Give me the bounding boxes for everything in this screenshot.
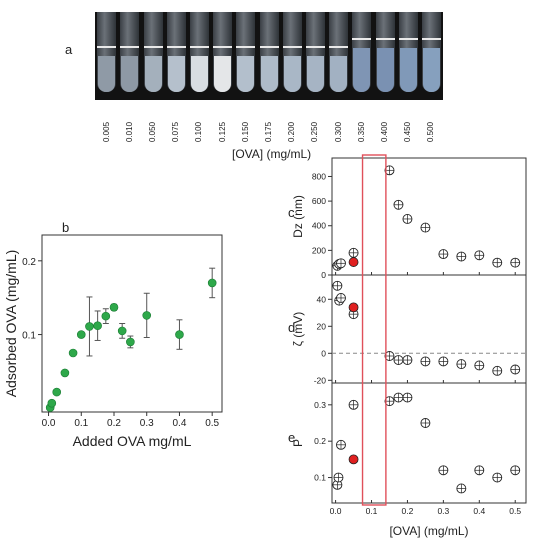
test-tube [375, 12, 395, 100]
data-point-b [85, 322, 94, 331]
x-tick-label-b: 0.0 [42, 418, 56, 429]
data-point-b [76, 330, 86, 339]
test-tube [189, 12, 209, 100]
data-point-b [142, 311, 152, 320]
y-tick-label-b: 0.1 [22, 331, 36, 342]
x-tick-label-e: 0.2 [402, 506, 414, 516]
highlight-point-d [348, 302, 359, 313]
x-tick-label-b: 0.3 [140, 418, 154, 429]
x-tick-label-e: 0.5 [509, 506, 521, 516]
concentration-label: 0.250 [310, 121, 320, 142]
test-tube [421, 12, 441, 100]
highlight-box [361, 154, 387, 506]
data-point-b [175, 330, 184, 339]
concentration-label: 0.350 [356, 121, 366, 142]
x-tick-label-e: 0.1 [366, 506, 378, 516]
panel-label-c: c [288, 205, 295, 220]
y-tick-label-c: 0 [321, 270, 326, 280]
chart-cde: 0 200 400 600 800 Dz (nm) -20 0 20 40 ζ (mV) 0.1 0.2… [291, 154, 527, 538]
tube-photo [95, 12, 443, 100]
panel-label-b: b [62, 220, 70, 235]
data-point-b [60, 368, 70, 378]
y-tick-label-e: 0.2 [314, 436, 326, 446]
highlight-point-c [348, 257, 359, 267]
y-tick-label-e: 0.3 [314, 400, 326, 410]
concentration-label: 0.450 [403, 121, 413, 142]
data-point-b [68, 348, 78, 358]
x-axis-label-e: [OVA] (mg/mL) [389, 524, 468, 538]
concentration-label: 0.175 [264, 121, 273, 142]
concentration-label: 0.010 [124, 121, 134, 142]
concentration-label: 0.400 [380, 121, 389, 142]
y-tick-label-d: 20 [317, 321, 327, 331]
concentration-label: 0.005 [101, 121, 111, 142]
x-axis-label-b: Added OVA mg/mL [73, 433, 192, 449]
y-tick-label-c: 400 [312, 221, 326, 231]
plot-frame-b [41, 234, 223, 413]
concentration-label: 0.125 [217, 121, 227, 142]
test-tube [236, 12, 256, 100]
data-point-b [117, 326, 127, 336]
plot-frame-e [331, 382, 527, 504]
photo-axis-label: [OVA] (mg/mL) [232, 147, 312, 161]
y-tick-label-e: 0.1 [314, 473, 326, 483]
concentration-label: 0.100 [194, 121, 204, 142]
data-point-b [93, 321, 102, 331]
panel-label-d: d [288, 320, 296, 335]
test-tube [259, 12, 279, 100]
y-tick-label-d: -20 [314, 375, 327, 385]
test-tube [166, 12, 186, 100]
x-tick-label-b: 0.2 [107, 418, 121, 429]
concentration-label: 0.200 [287, 121, 297, 142]
concentration-label: 0.150 [240, 121, 250, 142]
test-tube [97, 12, 117, 100]
y-tick-label-c: 200 [312, 245, 326, 255]
test-tube [120, 12, 140, 100]
concentration-label: 0.050 [148, 121, 157, 142]
x-tick-label-b: 0.1 [74, 418, 88, 429]
data-point-b [101, 311, 111, 321]
x-tick-label-e: 0.4 [473, 506, 485, 516]
test-tube [282, 12, 302, 100]
y-tick-label-c: 600 [312, 196, 326, 206]
y-tick-label-d: 40 [317, 294, 327, 304]
data-point-b [126, 337, 135, 347]
y-axis-label-d: ζ (mV) [291, 312, 305, 347]
y-tick-label-d: 0 [321, 348, 326, 358]
data-point-b [207, 278, 217, 288]
highlight-point-e [348, 454, 359, 465]
y-axis-label-b: Adsorbed OVA (mg/mL) [3, 250, 19, 398]
x-tick-label-e: 0.3 [437, 506, 449, 516]
data-point-b [47, 398, 57, 408]
x-tick-label-b: 0.5 [205, 418, 219, 429]
concentration-label: 0.300 [333, 121, 343, 142]
data-point-b [109, 302, 119, 312]
test-tube [329, 12, 349, 100]
y-tick-label-b: 0.2 [22, 257, 36, 268]
test-tube [398, 12, 418, 100]
data-point-b [52, 387, 62, 397]
panel-label-a: a [65, 42, 73, 57]
y-tick-label-c: 800 [312, 171, 326, 181]
plot-frame-c [331, 157, 527, 276]
test-tube [305, 12, 325, 100]
concentration-label: 0.500 [426, 121, 436, 142]
test-tube [213, 12, 233, 100]
chart-b: 0.0 0.1 0.2 0.3 0.4 0.5 0.1 0.2 Added OVA mg/mL A… [3, 234, 223, 449]
test-tube [352, 12, 372, 100]
x-tick-label-b: 0.4 [173, 418, 187, 429]
x-tick-label-e: 0.0 [330, 506, 342, 516]
y-axis-label-c: Dz (nm) [291, 195, 305, 238]
panel-label-e: e [288, 430, 296, 445]
test-tube [143, 12, 163, 100]
y-axis-label-e: P [291, 439, 305, 447]
concentration-label: 0.075 [171, 121, 181, 142]
